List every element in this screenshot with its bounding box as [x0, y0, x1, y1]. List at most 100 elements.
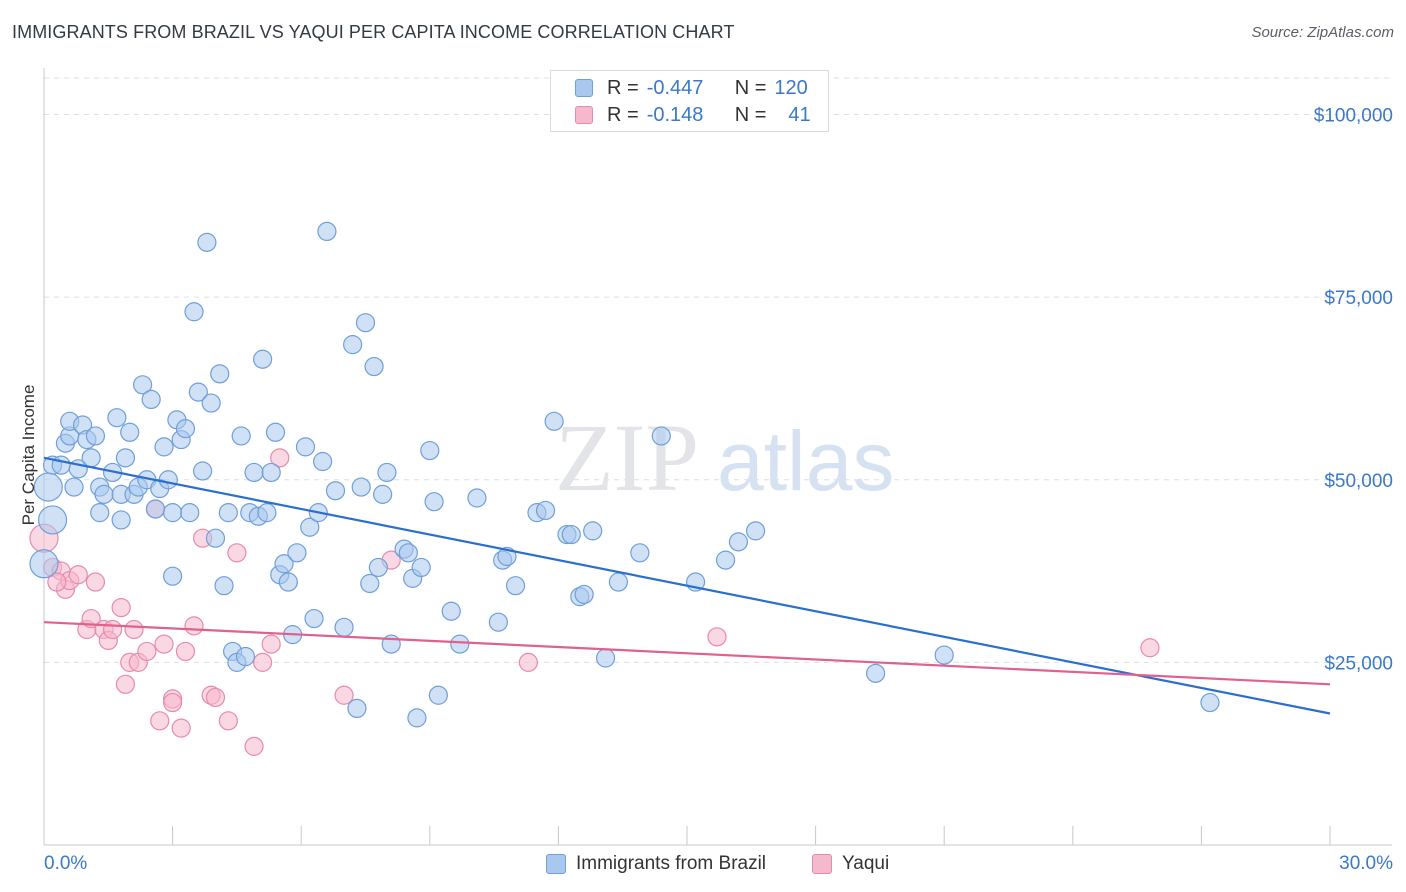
brazil-point	[163, 566, 183, 586]
y-tick-label: $100,000	[1314, 106, 1393, 127]
yaqui-point	[137, 641, 157, 662]
brazil-point	[201, 393, 221, 413]
brazil-point	[115, 448, 136, 468]
legend-n-label: N =	[734, 103, 767, 126]
brazil-point	[355, 313, 376, 333]
brazil-point	[368, 557, 388, 578]
brazil-point	[188, 382, 208, 402]
brazil-point	[574, 584, 594, 605]
yaqui-point	[150, 711, 170, 731]
brazil-point	[235, 646, 256, 667]
yaqui-point	[244, 736, 264, 756]
bottom-legend-swatch-yaqui	[812, 854, 832, 874]
bottom-legend-yaqui: Yaqui	[812, 851, 889, 877]
brazil-point	[583, 521, 603, 541]
gridlines	[44, 77, 1392, 663]
brazil-point	[535, 500, 556, 521]
source-label: Source: ZipAtlas.com	[1251, 24, 1394, 41]
yaqui-point	[115, 674, 136, 694]
brazil-point	[467, 488, 487, 508]
brazil-point	[218, 503, 238, 523]
chart-title: IMMIGRANTS FROM BRAZIL VS YAQUI PER CAPI…	[12, 22, 735, 42]
brazil-point	[595, 648, 616, 668]
legend: R = -0.447 N = 120 R = -0.148 N = 41	[550, 70, 829, 132]
brazil-point	[184, 302, 204, 322]
brazil-point	[334, 617, 354, 637]
yaqui-point	[154, 634, 174, 654]
brazil-point	[325, 481, 346, 501]
brazil-trendline	[43, 456, 1331, 715]
yaqui-point	[111, 597, 131, 618]
legend-n-value: 120	[774, 76, 808, 99]
brazil-point	[231, 426, 251, 446]
brazil-point	[407, 708, 427, 728]
brazil-point	[214, 576, 234, 596]
yaqui-point	[124, 619, 144, 640]
yaqui-point	[270, 448, 290, 468]
brazil-point	[317, 221, 337, 241]
legend-r-label: R =	[607, 76, 639, 99]
yaqui-point	[47, 572, 67, 592]
yaqui-point	[68, 565, 88, 585]
yaqui-point	[334, 685, 354, 705]
legend-row-yaqui: R = -0.148 N = 41	[575, 104, 811, 126]
brazil-point	[497, 546, 517, 567]
brazil-point	[64, 477, 84, 497]
brazil-point	[313, 451, 333, 472]
brazil-point	[287, 543, 307, 563]
brazil-point	[33, 472, 63, 502]
bottom-legend-label-brazil: Immigrants from Brazil	[576, 853, 767, 874]
brazil-point	[257, 503, 277, 523]
brazil-point	[253, 349, 273, 369]
brazil-point	[265, 422, 286, 442]
brazil-point	[81, 448, 101, 468]
y-tick-label: $25,000	[1324, 653, 1393, 674]
brazil-point	[274, 554, 294, 574]
legend-swatch-yaqui	[575, 106, 593, 124]
brazil-point	[450, 634, 470, 654]
yaqui-point	[1140, 638, 1160, 658]
yaqui-point	[205, 687, 226, 708]
yaqui-point	[518, 652, 538, 672]
legend-n-label: N =	[734, 76, 767, 99]
brazil-point	[934, 645, 954, 665]
yaqui-point	[163, 692, 183, 713]
y-tick-labels: $25,000 $50,000 $75,000 $100,000	[1314, 106, 1393, 675]
brazil-point	[411, 557, 431, 578]
brazil-point	[163, 503, 183, 523]
watermark: ZIP atlas	[555, 404, 894, 511]
watermark-zip: ZIP	[555, 404, 699, 511]
yaqui-point	[175, 641, 196, 662]
brazil-point	[505, 576, 526, 596]
brazil-point	[561, 524, 581, 545]
brazil-point	[295, 437, 316, 457]
y-tick-label: $75,000	[1324, 288, 1393, 309]
legend-r-value: -0.148	[646, 103, 704, 126]
brazil-point	[544, 411, 564, 431]
x-tick-label-min: 0.0%	[44, 853, 87, 874]
brazil-point	[85, 426, 106, 446]
legend-r-label: R =	[607, 103, 639, 126]
legend-swatch-brazil	[575, 79, 593, 97]
brazil-point	[51, 455, 71, 475]
yaqui-point	[707, 627, 727, 647]
bottom-legend-swatch-brazil	[546, 854, 566, 874]
bottom-legend-label-yaqui: Yaqui	[842, 853, 890, 874]
brazil-point	[197, 232, 217, 252]
brazil-point	[866, 663, 886, 683]
brazil-point	[193, 461, 213, 481]
yaqui-point	[227, 543, 247, 563]
trendlines	[43, 456, 1331, 715]
brazil-point	[715, 550, 736, 570]
brazil-point	[94, 484, 114, 504]
brazil-point	[343, 335, 363, 355]
yaqui-point	[218, 711, 238, 731]
brazil-point	[120, 422, 140, 442]
brazil-point	[608, 572, 629, 592]
brazil-point	[29, 549, 59, 579]
brazil-point	[175, 419, 196, 439]
brazil-point	[728, 532, 749, 552]
legend-n-value: 41	[788, 103, 811, 126]
x-tick-labels: 0.0% 30.0%	[44, 853, 1393, 874]
legend-r-value: -0.447	[646, 76, 704, 99]
